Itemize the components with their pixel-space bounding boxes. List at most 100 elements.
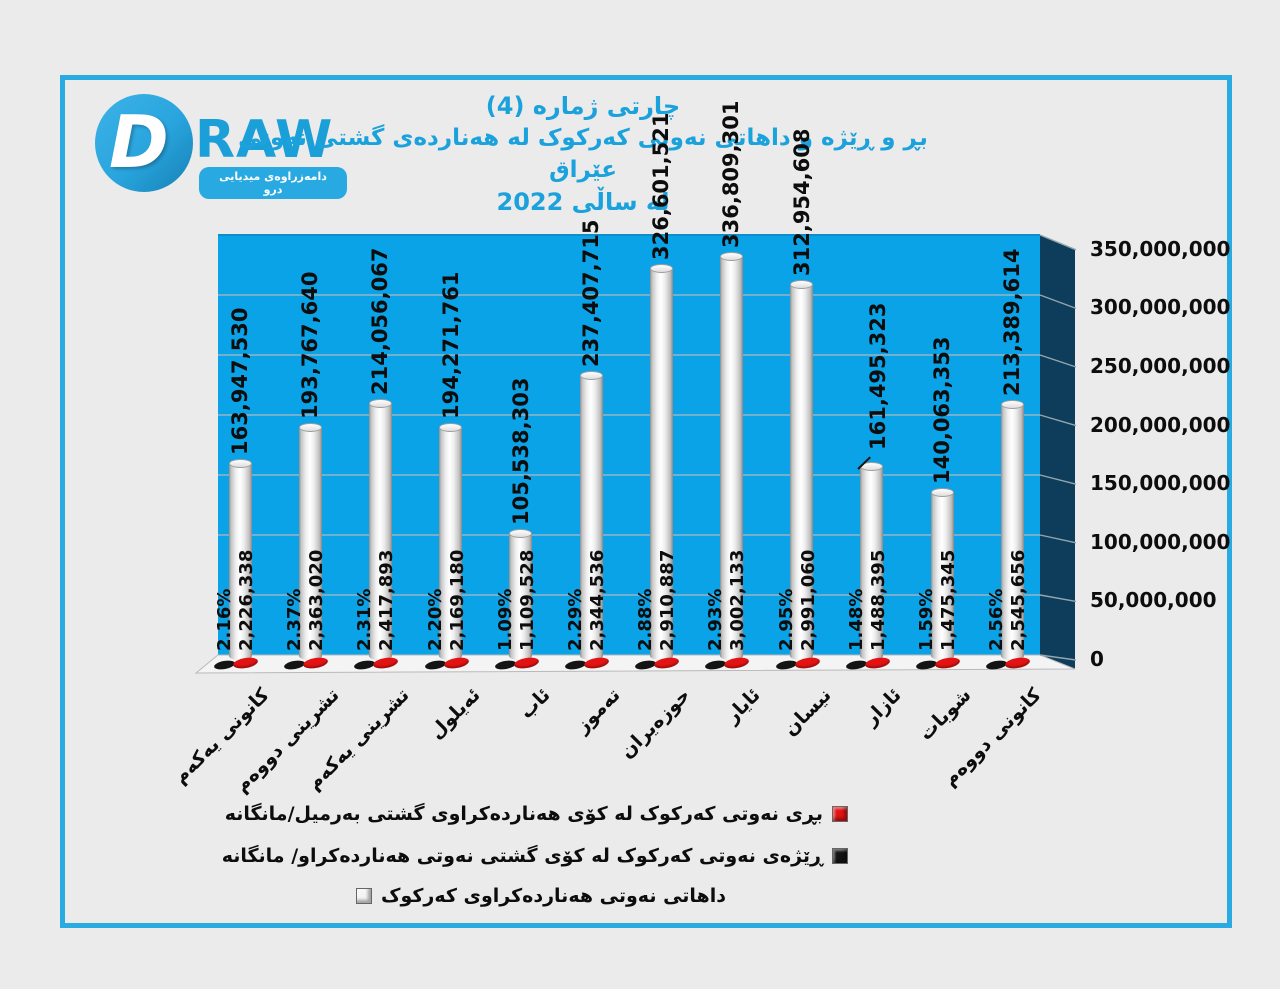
frame-border	[60, 75, 1232, 928]
logo-circle-icon	[95, 94, 193, 192]
bar-top-cap	[439, 422, 463, 432]
y-axis-tick-label: 100,000,000	[1090, 529, 1231, 554]
bar-value-label: 336,809,301	[719, 100, 744, 248]
y-axis-tick-label: 200,000,000	[1090, 412, 1231, 437]
bar-top-cap	[930, 487, 954, 497]
bar-percent-label: 1.59%	[916, 588, 937, 651]
logo-banner-text: دامەزراوەی میدیایی درو	[199, 167, 347, 199]
y-axis-tick-label: 50,000,000	[1090, 588, 1217, 613]
bar-percent-label: 2.31%	[354, 588, 376, 651]
bar-value-label: 326,601,521	[649, 112, 674, 261]
bar-percent-label: 1.48%	[845, 588, 867, 651]
bar-barrels-label: 3,002,133	[727, 549, 749, 651]
bar-barrels-label: 2,344,536	[587, 549, 608, 651]
bar-percent-label: 2.56%	[986, 588, 1008, 651]
bar-barrels-label: 2,910,887	[657, 549, 679, 651]
bar-percent-label: 2.37%	[284, 588, 306, 651]
bar-top-cap	[649, 264, 673, 274]
bar-top-cap	[579, 371, 603, 381]
bar-cylinder	[579, 375, 603, 660]
draw-media-logo: D RAW دامەزراوەی میدیایی درو	[95, 94, 347, 199]
bar-percent-label: 1.09%	[494, 588, 516, 651]
bar-percent-label: 2.16%	[214, 588, 235, 651]
bar-cylinder	[930, 491, 954, 660]
bar-value-label: 213,389,614	[1000, 248, 1025, 396]
bar-cylinder	[860, 466, 884, 660]
bar-barrels-label: 1,109,528	[516, 549, 538, 651]
bar-cylinder	[509, 533, 533, 660]
bar-percent-label: 2.29%	[565, 588, 586, 651]
gridlines-group	[218, 234, 1077, 661]
bar-barrels-label: 2,545,656	[1008, 549, 1030, 651]
legend-item-red-barrels: بڕی نەوتی کەرکوک لە کۆی هەناردەکراوی گشت…	[225, 801, 848, 827]
bar-cylinder	[228, 463, 252, 660]
chart-title-line3: لە ساڵی 2022	[496, 188, 670, 216]
y-axis-tick-label: 250,000,000	[1090, 354, 1231, 378]
bar-value-label: 312,954,608	[789, 128, 814, 277]
wall-tick	[1039, 594, 1077, 603]
legend-marker-white-icon	[356, 888, 372, 904]
wall-tick	[1039, 294, 1077, 310]
bar-cylinder	[1000, 403, 1024, 660]
chart-title-line2: بڕ و ڕێژه و داهاتی نەوتی کەرکوک لە هەنار…	[238, 125, 928, 183]
bar-value-label: 237,407,715	[579, 219, 603, 368]
wall-tick	[1039, 234, 1077, 251]
legend-marker-black-icon	[832, 848, 848, 864]
bar-value-label: 163,947,530	[228, 307, 252, 456]
y-axis-tick-label: 0	[1090, 647, 1104, 671]
y-axis-tick-label: 300,000,000	[1090, 295, 1231, 320]
wall-tick	[1039, 474, 1077, 485]
chart-title-line1: چارتی ژماره (4)	[485, 92, 681, 120]
chart-title-block: چارتی ژماره (4) بڕ و ڕێژه و داهاتی نەوتی…	[233, 90, 933, 218]
marker-black-ellipse	[845, 659, 868, 671]
y-axis-tick-label: 350,000,000	[1090, 236, 1231, 261]
legend-item-black-percent: ڕێژەی نەوتی کەرکوک لە کۆی گشتی نەوتی هەن…	[222, 843, 848, 869]
bar-value-label: 140,063,353	[930, 336, 954, 484]
bar-top-cap	[298, 423, 322, 433]
bar-barrels-label: 2,991,060	[797, 549, 819, 651]
marker-black-ellipse	[775, 659, 798, 671]
bar-value-label: 193,767,640	[298, 272, 323, 420]
bar-percent-label: 2.20%	[424, 588, 446, 651]
bar-cylinder	[790, 284, 814, 660]
bar-value-label: 161,495,323	[865, 302, 890, 451]
y-axis-tick-label: 150,000,000	[1090, 471, 1231, 496]
bar-barrels-label: 2,169,180	[446, 549, 468, 651]
bar-top-cap	[228, 459, 252, 469]
bar-barrels-label: 2,417,893	[376, 549, 398, 651]
bar-top-cap	[1000, 399, 1024, 409]
logo-wordmark: RAW	[195, 110, 334, 170]
bar-top-cap	[509, 529, 533, 539]
bar-value-label: 105,538,303	[508, 377, 533, 526]
wall-tick	[1039, 354, 1077, 368]
legend-item-white-revenue: داهاتی نەوتی هەناردەکراوی کەرکوک	[356, 883, 726, 909]
bar-percent-label: 2.88%	[635, 588, 657, 651]
bar-value-label: 194,271,761	[438, 271, 463, 419]
bar-top-cap	[719, 251, 743, 261]
bar-cylinder	[368, 403, 392, 660]
bar-cylinder	[719, 255, 743, 660]
bar-cylinder	[649, 268, 673, 660]
bar-barrels-label: 2,226,338	[236, 549, 257, 651]
wall-tick	[1039, 534, 1077, 544]
legend-marker-red-icon	[832, 806, 848, 822]
bar-barrels-label: 1,475,345	[938, 549, 959, 651]
wall-tick	[1039, 654, 1077, 661]
marker-black-ellipse	[494, 659, 517, 671]
legend-label-red: بڕی نەوتی کەرکوک لە کۆی هەناردەکراوی گشت…	[224, 803, 823, 825]
wall-tick	[1039, 414, 1077, 427]
bar-value-label: 214,056,067	[368, 247, 393, 396]
side-wall	[1040, 235, 1075, 669]
legend-label-white: داهاتی نەوتی هەناردەکراوی کەرکوک	[381, 885, 726, 907]
bar-barrels-label: 1,488,395	[867, 549, 889, 651]
marker-black-ellipse	[424, 659, 447, 671]
bar-top-cap	[368, 399, 392, 409]
bar-top-cap	[790, 280, 814, 290]
bar-cylinder	[439, 426, 463, 660]
legend-label-black: ڕێژەی نەوتی کەرکوک لە کۆی گشتی نەوتی هەن…	[221, 845, 823, 867]
bar-barrels-label: 2,363,020	[306, 549, 328, 651]
bar-percent-label: 2.93%	[705, 588, 727, 651]
